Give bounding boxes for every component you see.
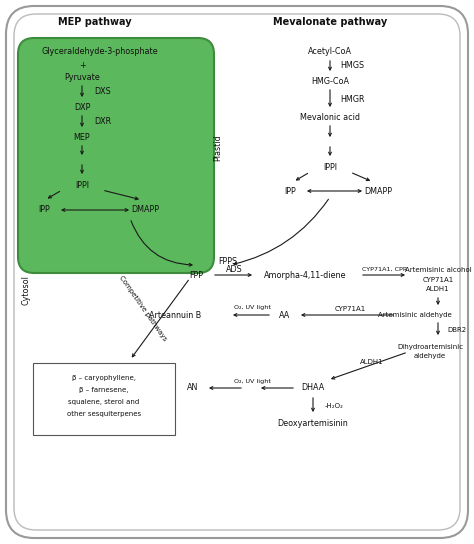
Text: AA: AA — [279, 311, 291, 319]
Text: HMG-CoA: HMG-CoA — [311, 77, 349, 85]
Text: aldehyde: aldehyde — [414, 353, 446, 359]
Text: DMAPP: DMAPP — [364, 187, 392, 195]
Text: ALDH1: ALDH1 — [360, 359, 384, 365]
Text: β – farnesene,: β – farnesene, — [79, 387, 129, 393]
Text: CYP71A1: CYP71A1 — [422, 277, 454, 283]
Text: Acetyl-CoA: Acetyl-CoA — [308, 47, 352, 57]
Text: HMGS: HMGS — [340, 61, 364, 71]
Text: AN: AN — [187, 384, 199, 393]
Text: squalene, sterol and: squalene, sterol and — [68, 399, 140, 405]
Text: ALDH1: ALDH1 — [426, 286, 450, 292]
FancyBboxPatch shape — [6, 6, 468, 538]
Text: HMGR: HMGR — [340, 95, 365, 103]
Text: Artemisinic alcohol: Artemisinic alcohol — [405, 267, 471, 273]
Text: IPP: IPP — [38, 206, 50, 214]
Text: IPP: IPP — [284, 187, 296, 195]
Text: MEP: MEP — [73, 133, 91, 141]
Text: Arteannuin B: Arteannuin B — [149, 311, 201, 319]
Text: O₂, UV light: O₂, UV light — [234, 379, 271, 384]
Text: O₂, UV light: O₂, UV light — [234, 306, 271, 311]
Text: Artemisinic aldehyde: Artemisinic aldehyde — [378, 312, 452, 318]
Text: -H₂O₂: -H₂O₂ — [325, 403, 344, 409]
Text: DBR2: DBR2 — [447, 327, 466, 333]
Text: Amorpha-4,11-diene: Amorpha-4,11-diene — [264, 270, 346, 280]
Text: MEP pathway: MEP pathway — [58, 17, 132, 27]
Text: Glyceraldehyde-3-phosphate: Glyceraldehyde-3-phosphate — [42, 47, 158, 57]
FancyBboxPatch shape — [18, 38, 214, 273]
Text: FPPS: FPPS — [218, 257, 237, 265]
Text: IPPI: IPPI — [75, 181, 89, 189]
Text: ADS: ADS — [226, 265, 242, 275]
Text: CYP71A1, CPR: CYP71A1, CPR — [363, 267, 408, 271]
Text: Dihydroartemisinic: Dihydroartemisinic — [397, 344, 463, 350]
Text: other sesquiterpenes: other sesquiterpenes — [67, 411, 141, 417]
Text: Competitive pathways: Competitive pathways — [118, 274, 168, 342]
Text: Pyruvate: Pyruvate — [64, 72, 100, 82]
Text: DXS: DXS — [94, 88, 111, 96]
Text: Deoxyartemisinin: Deoxyartemisinin — [278, 418, 348, 428]
Text: +: + — [79, 61, 85, 71]
Text: Plastid: Plastid — [213, 135, 222, 162]
Text: Mevalonate pathway: Mevalonate pathway — [273, 17, 387, 27]
Text: IPPI: IPPI — [323, 163, 337, 171]
Text: Mevalonic acid: Mevalonic acid — [300, 113, 360, 121]
FancyBboxPatch shape — [33, 363, 175, 435]
Text: FPP: FPP — [189, 270, 203, 280]
Text: CYP71A1: CYP71A1 — [334, 306, 365, 312]
Text: DHAA: DHAA — [301, 384, 325, 393]
Text: Cytosol: Cytosol — [21, 275, 30, 305]
Text: DXR: DXR — [94, 116, 111, 126]
Text: DMAPP: DMAPP — [131, 206, 159, 214]
Text: DXP: DXP — [74, 102, 90, 112]
Text: β – caryophyllene,: β – caryophyllene, — [72, 375, 136, 381]
